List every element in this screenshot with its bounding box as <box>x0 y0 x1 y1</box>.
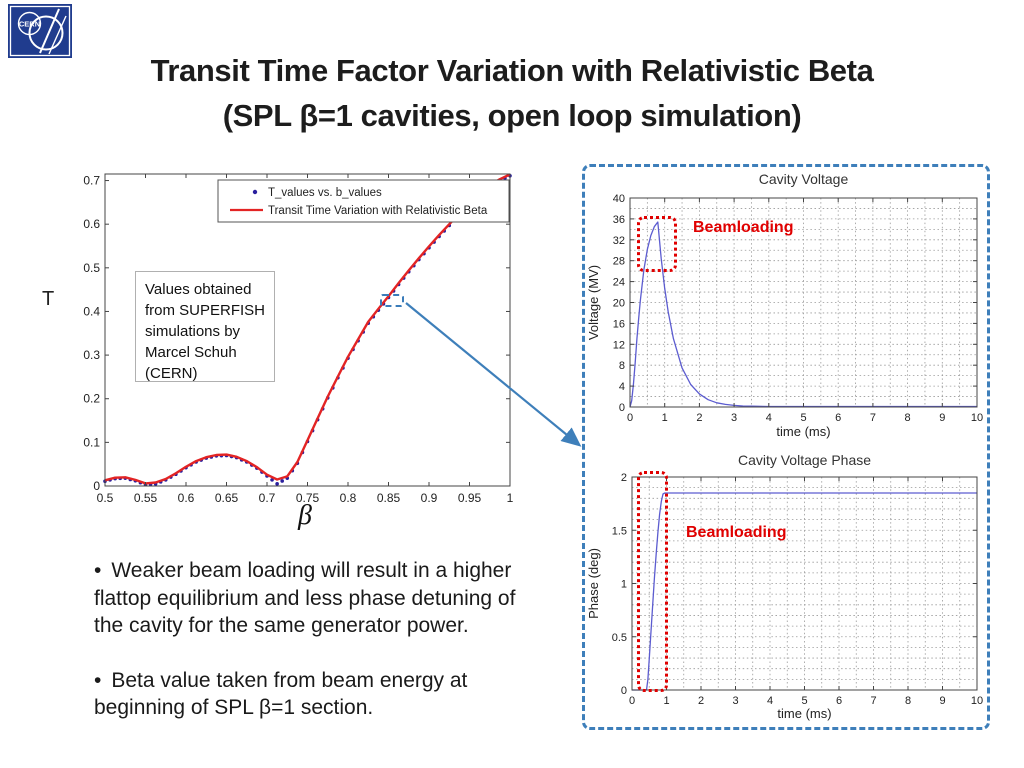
svg-text:0.5: 0.5 <box>612 632 627 644</box>
bullet-list: • Weaker beam loading will result in a hi… <box>94 557 539 722</box>
svg-text:0.5: 0.5 <box>97 491 114 505</box>
beta-axis-label: β <box>298 500 312 531</box>
svg-text:8: 8 <box>905 695 911 707</box>
svg-text:24: 24 <box>613 277 625 289</box>
beamloading-box-voltage <box>637 216 677 272</box>
svg-text:4: 4 <box>766 412 772 424</box>
svg-text:1.5: 1.5 <box>612 525 627 537</box>
svg-text:7: 7 <box>870 412 876 424</box>
cavity-voltage-phase-chart: 0 1 2 3 4 5 6 7 8 9 10 0 0.5 1 1.5 2 Cavity Voltage Phas… <box>586 452 983 721</box>
svg-text:Phase (deg): Phase (deg) <box>586 548 601 619</box>
accelerator-ring-icon <box>28 15 64 51</box>
svg-text:5: 5 <box>800 412 806 424</box>
title-line-2: (SPL β=1 cavities, open loop simulation) <box>222 98 802 133</box>
svg-text:3: 3 <box>731 412 737 424</box>
svg-text:1: 1 <box>507 491 514 505</box>
svg-text:2: 2 <box>698 695 704 707</box>
svg-text:0.7: 0.7 <box>83 174 100 188</box>
svg-text:5: 5 <box>801 695 807 707</box>
svg-text:Transit Time Variation with Re: Transit Time Variation with Relativistic… <box>268 205 488 217</box>
cern-ring-icon <box>17 11 42 36</box>
svg-text:2: 2 <box>696 412 702 424</box>
svg-text:0.85: 0.85 <box>377 491 401 505</box>
svg-text:16: 16 <box>613 318 625 330</box>
svg-text:8: 8 <box>905 412 911 424</box>
svg-text:0.4: 0.4 <box>83 304 100 318</box>
svg-text:8: 8 <box>619 360 625 372</box>
svg-text:time (ms): time (ms) <box>776 424 830 439</box>
svg-text:0.7: 0.7 <box>259 491 276 505</box>
transit-time-chart: 0.5 0.55 0.6 0.65 0.7 0.75 0.8 0.85 0.9 0.95 1 0 0.1… <box>83 173 514 505</box>
slide-title: Transit Time Factor Variation with Relat… <box>0 48 1024 138</box>
svg-text:12: 12 <box>613 339 625 351</box>
values-annotation-box: Values obtained from SUPERFISH simulatio… <box>135 271 275 382</box>
bullet-text: Beta value taken from beam energy at beg… <box>94 668 468 720</box>
beamloading-box-phase <box>637 471 668 692</box>
svg-text:Cavity Voltage: Cavity Voltage <box>759 171 849 187</box>
svg-text:1: 1 <box>621 579 627 591</box>
svg-text:10: 10 <box>971 412 983 424</box>
svg-text:0: 0 <box>629 695 635 707</box>
svg-text:0.75: 0.75 <box>296 491 320 505</box>
svg-text:0.2: 0.2 <box>83 392 100 406</box>
svg-text:Cavity Voltage Phase: Cavity Voltage Phase <box>738 452 871 468</box>
svg-text:7: 7 <box>870 695 876 707</box>
svg-text:0.1: 0.1 <box>83 435 100 449</box>
svg-text:0.6: 0.6 <box>83 217 100 231</box>
svg-text:4: 4 <box>619 381 625 393</box>
bullet-item: • Beta value taken from beam energy at be… <box>94 667 539 722</box>
svg-text:40: 40 <box>613 193 625 205</box>
svg-text:Voltage (MV): Voltage (MV) <box>586 265 601 340</box>
t-axis-label: T <box>42 288 55 310</box>
svg-text:T_values vs. b_values: T_values vs. b_values <box>268 187 382 199</box>
bullet-marker: • <box>94 559 102 582</box>
cern-logo: CERN <box>8 4 72 58</box>
svg-text:4: 4 <box>767 695 773 707</box>
svg-text:0.9: 0.9 <box>421 491 438 505</box>
svg-text:28: 28 <box>613 256 625 268</box>
cern-logo-text: CERN <box>19 20 40 29</box>
svg-text:6: 6 <box>835 412 841 424</box>
svg-text:6: 6 <box>836 695 842 707</box>
svg-text:0.8: 0.8 <box>340 491 357 505</box>
svg-text:1: 1 <box>662 412 668 424</box>
svg-text:1: 1 <box>663 695 669 707</box>
bullet-text: Weaker beam loading will result in a hig… <box>94 559 516 637</box>
svg-text:3: 3 <box>732 695 738 707</box>
svg-text:0: 0 <box>627 412 633 424</box>
svg-text:0.65: 0.65 <box>215 491 239 505</box>
svg-text:0.6: 0.6 <box>178 491 195 505</box>
svg-text:32: 32 <box>613 235 625 247</box>
callout-rectangle <box>380 294 404 307</box>
title-line-1: Transit Time Factor Variation with Relat… <box>150 53 874 88</box>
svg-text:20: 20 <box>613 298 625 310</box>
svg-text:0.95: 0.95 <box>458 491 482 505</box>
svg-text:0: 0 <box>93 479 100 493</box>
svg-text:0.55: 0.55 <box>134 491 158 505</box>
svg-text:0: 0 <box>621 685 627 697</box>
bullet-marker: • <box>94 668 102 692</box>
svg-text:2: 2 <box>621 472 627 484</box>
svg-text:10: 10 <box>971 695 983 707</box>
svg-text:36: 36 <box>613 214 625 226</box>
svg-text:time (ms): time (ms) <box>777 706 831 721</box>
svg-text:0: 0 <box>619 402 625 414</box>
svg-text:0.5: 0.5 <box>83 261 100 275</box>
bullet-item: • Weaker beam loading will result in a hi… <box>94 557 539 640</box>
svg-text:9: 9 <box>939 695 945 707</box>
beamloading-label-voltage: Beamloading <box>693 219 794 236</box>
beamloading-label-phase: Beamloading <box>686 524 787 541</box>
svg-text:0.3: 0.3 <box>83 348 100 362</box>
svg-text:9: 9 <box>939 412 945 424</box>
